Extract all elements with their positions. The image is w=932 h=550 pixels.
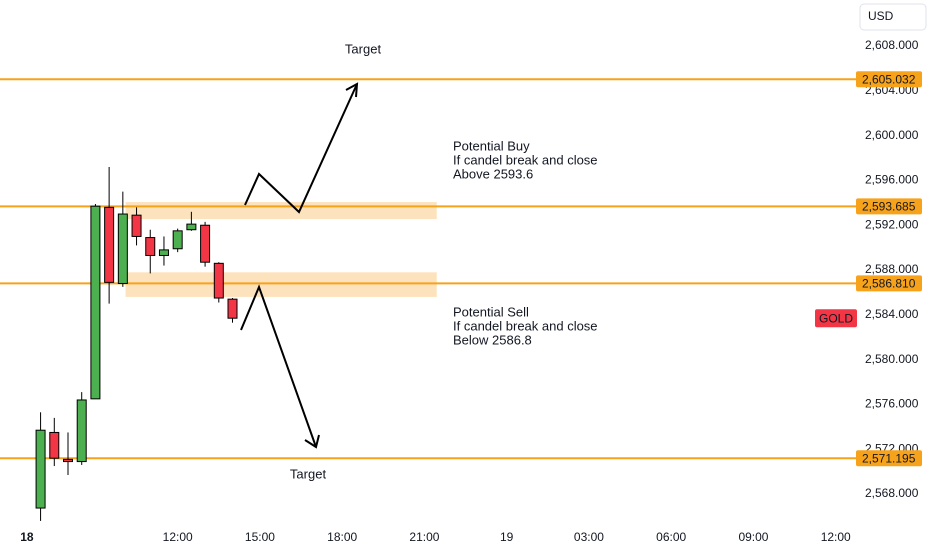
sell-arrow [240,284,317,448]
level-label: 2,571.195 [862,451,916,465]
sell-note: If candel break and close [453,318,598,333]
level-label: 2,593.685 [862,200,916,214]
x-tick-label: 03:00 [574,530,604,544]
buy-note: Above 2593.6 [453,166,533,181]
zone [125,272,437,297]
candle-body [145,237,156,256]
candle-body [76,399,87,463]
y-tick-label: 2,600.000 [865,128,919,142]
buy-note: If candel break and close [453,152,598,167]
axes: 2,568.0002,572.0002,576.0002,580.0002,58… [20,38,922,544]
candle-body [117,213,128,284]
candle-body [131,214,142,237]
x-tick-label: 09:00 [738,530,768,544]
level-badge [856,71,922,88]
x-tick-label: 18:00 [327,530,357,544]
y-tick-label: 2,592.000 [865,217,919,231]
sell-arrowhead [304,434,320,449]
symbol-badge [815,309,857,328]
sell-note: Potential Sell [453,304,529,319]
levels [0,78,856,460]
x-tick-label: 12:00 [821,530,851,544]
candles [35,166,238,521]
candle-body [158,249,169,256]
target-label: Target [290,466,327,481]
x-tick-label: 12:00 [163,530,193,544]
currency-box[interactable] [859,3,927,31]
candle-body [90,205,101,400]
y-tick-label: 2,584.000 [865,307,919,321]
candle-body [172,230,183,250]
candle-body [227,298,238,319]
sell-note: Below 2586.8 [453,332,532,347]
candle-body [62,458,73,463]
target-label: Target [345,41,382,56]
y-tick-label: 2,580.000 [865,352,919,366]
buy-arrowhead [345,82,359,98]
x-tick-label: 06:00 [656,530,686,544]
x-tick-label: 18 [20,530,34,544]
y-tick-label: 2,576.000 [865,397,919,411]
y-tick-label: 2,588.000 [865,262,919,276]
buy-note: Potential Buy [453,138,530,153]
candle-body [49,431,60,459]
level-label: 2,586.810 [862,277,916,291]
candle-body [104,206,115,283]
candle-body [186,223,197,231]
candle-body [35,429,46,509]
x-tick-label: 15:00 [245,530,275,544]
candle-body [213,262,224,299]
candle-body [200,224,211,263]
buy-arrow [244,83,358,214]
level-badge [856,275,922,292]
level-badge [856,198,922,215]
y-tick-label: 2,596.000 [865,173,919,187]
currency: USD [868,9,894,23]
zone [125,202,437,220]
y-tick-label: 2,608.000 [865,38,919,52]
y-tick-label: 2,568.000 [865,486,919,500]
level-badge [856,450,922,467]
symbol-label: GOLD [819,311,853,325]
x-tick-label: 19 [500,530,514,544]
x-tick-label: 21:00 [409,530,439,544]
level-label: 2,605.032 [862,72,916,86]
